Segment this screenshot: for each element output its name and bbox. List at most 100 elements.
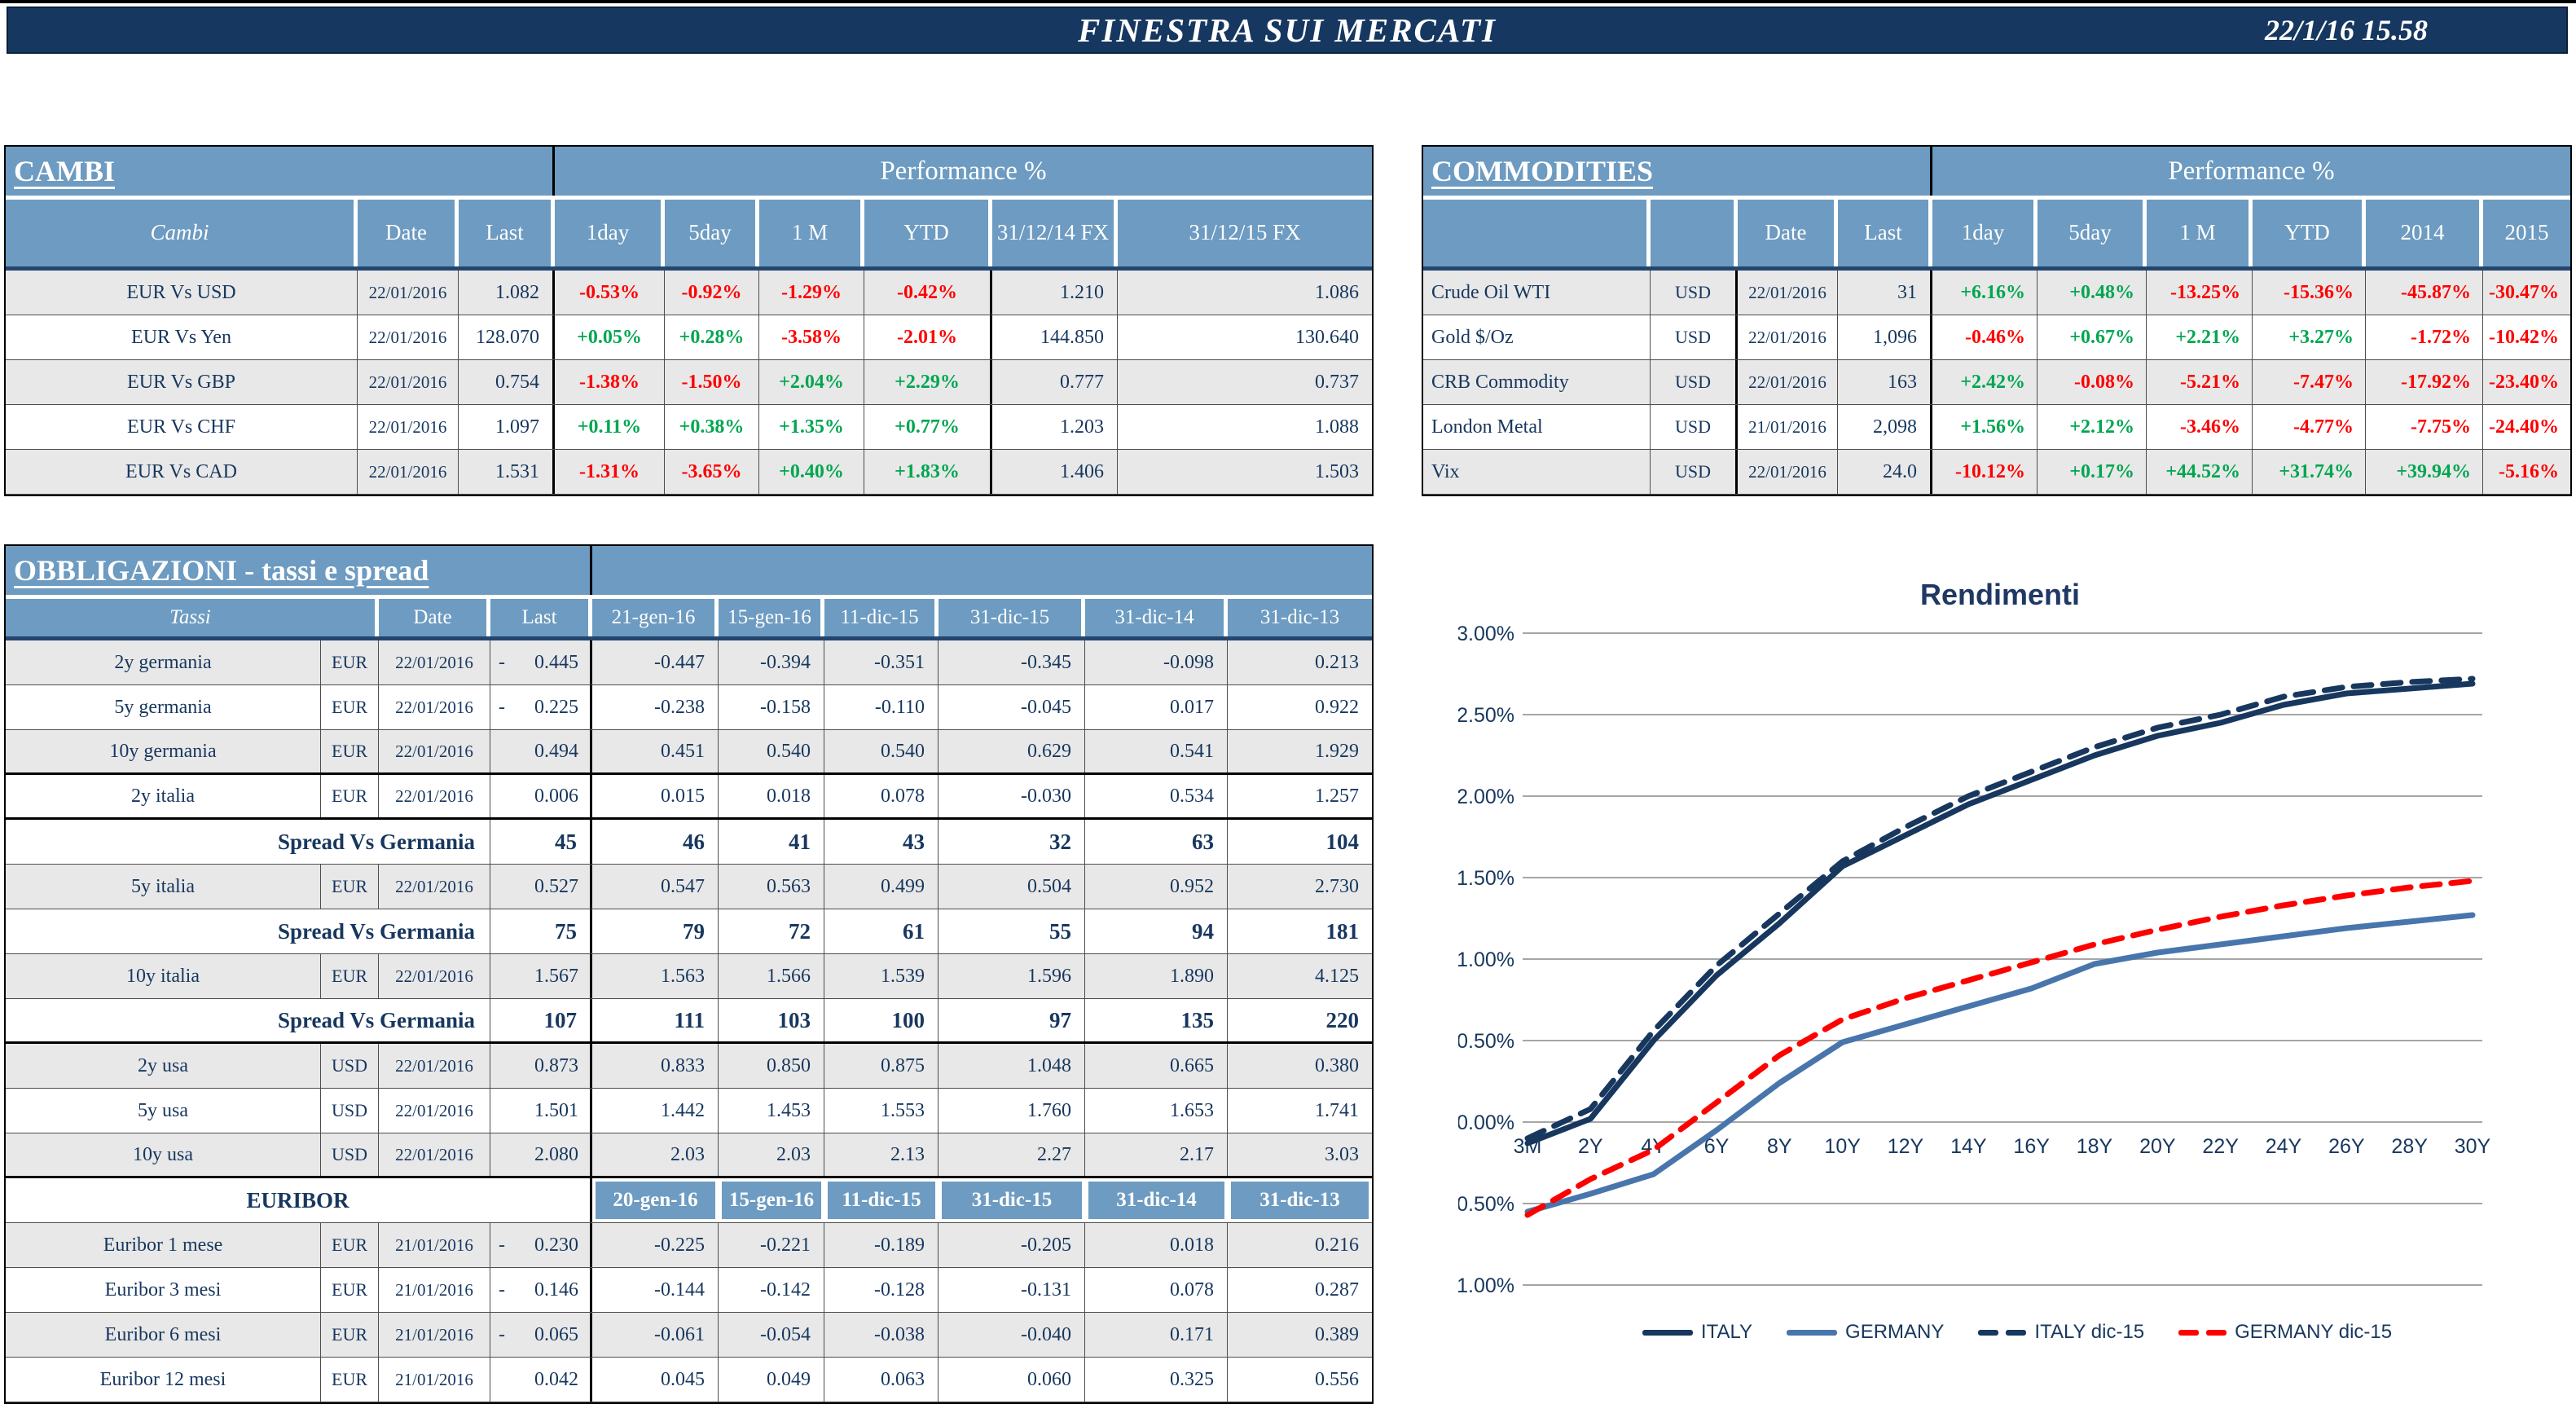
col-header-last: Last [1838, 200, 1932, 266]
table-row: EUR Vs GBP 22/01/2016 0.754 -1.38% -1.50% +2.… [6, 360, 1372, 405]
bond-date: 22/01/2016 [379, 685, 490, 729]
bond-date: 22/01/2016 [379, 640, 490, 684]
col-header-date: Date [358, 200, 459, 266]
table-row: 5y italia EUR 22/01/2016 0.527 0.547 0.563 0.4… [6, 865, 1372, 909]
bond-hist-value: 1.890 [1085, 954, 1228, 998]
bond-last-value: 0.065 [534, 1323, 578, 1345]
euribor-col-header: 31-dic-15 [939, 1178, 1085, 1222]
bond-hist-value: -0.238 [592, 685, 719, 729]
spread-hist-value: 32 [939, 820, 1085, 864]
commodity-last: 31 [1838, 271, 1932, 315]
chart-legend: ITALY GERMANY ITALY dic-15 GERMANY dic-15 [1458, 1314, 2576, 1351]
cambi-pair-name: EUR Vs CHF [6, 405, 358, 449]
cambi-perf-value: -0.53% [555, 271, 665, 315]
commodity-currency: USD [1651, 450, 1738, 494]
col-header-11-dic-15: 11-dic-15 [824, 599, 939, 636]
commodity-perf-value: +0.48% [2038, 271, 2147, 315]
cambi-perf-value: +2.29% [864, 360, 992, 404]
col-header-1m: 1 M [2147, 200, 2253, 266]
bond-hist-value: 0.556 [1228, 1358, 1372, 1402]
cambi-pair-name: EUR Vs GBP [6, 360, 358, 404]
x-axis-label: 20Y [2139, 1135, 2176, 1158]
legend-label: GERMANY dic-15 [2235, 1321, 2393, 1343]
cambi-date: 22/01/2016 [358, 315, 459, 359]
bond-name: Euribor 12 mesi [6, 1358, 321, 1402]
cambi-last: 1.531 [459, 450, 555, 494]
cambi-perf-value: -3.58% [759, 315, 864, 359]
cambi-perf-value: -0.92% [665, 271, 759, 315]
cambi-date: 22/01/2016 [358, 271, 459, 315]
bond-hist-value: 0.063 [824, 1358, 939, 1402]
bond-hist-value: 2.17 [1085, 1133, 1228, 1176]
bond-name: 5y italia [6, 865, 321, 909]
commodity-perf-value: +3.27% [2253, 315, 2366, 359]
cambi-column-headers: Cambi Date Last 1day 5day 1 M YTD 31/12/… [6, 200, 1372, 271]
y-axis-label: 2.00% [1458, 786, 1514, 808]
x-axis-label: 8Y [1767, 1135, 1792, 1158]
commodity-perf-value: -13.25% [2147, 271, 2253, 315]
obbligazioni-table: OBBLIGAZIONI - tassi e spread Tassi Date… [4, 544, 1374, 1404]
bond-currency: EUR [321, 1268, 379, 1312]
commodity-perf-value: +0.67% [2038, 315, 2147, 359]
bond-hist-value: 0.499 [824, 865, 939, 909]
cambi-rows: EUR Vs USD 22/01/2016 1.082 -0.53% -0.92% -1.… [6, 271, 1372, 495]
bond-name: 2y usa [6, 1044, 321, 1088]
cambi-fx15: 1.086 [1118, 271, 1372, 315]
table-row: EUR Vs CAD 22/01/2016 1.531 -1.31% -3.65% +0.… [6, 450, 1372, 495]
bond-hist-value: 1.760 [939, 1089, 1085, 1133]
commodity-date: 22/01/2016 [1738, 315, 1838, 359]
bond-hist-value: 2.13 [824, 1133, 939, 1176]
spread-last: 45 [490, 820, 592, 864]
bond-date: 21/01/2016 [379, 1313, 490, 1357]
spread-hist-value: 55 [939, 909, 1085, 953]
bond-hist-value: 1.453 [719, 1089, 824, 1133]
legend-line-sample [2178, 1329, 2227, 1336]
table-row: Vix USD 22/01/2016 24.0 -10.12% +0.17% +44.52%… [1423, 450, 2570, 495]
cambi-last: 1.097 [459, 405, 555, 449]
bond-hist-value: 0.078 [824, 775, 939, 817]
commodity-perf-value: -24.40% [2483, 405, 2570, 449]
commodity-perf-value: +39.94% [2366, 450, 2483, 494]
rendimenti-chart: Rendimenti 3.00% 2.50% 2.00% 1.50% 1.00% 0.50%… [1458, 578, 2491, 1297]
cambi-section-title-cell: CAMBI [6, 147, 555, 196]
cambi-date: 22/01/2016 [358, 360, 459, 404]
legend-dash-segment [1978, 1329, 1999, 1336]
bond-currency: EUR [321, 640, 379, 684]
commodity-last: 1,096 [1838, 315, 1932, 359]
col-header-ccy [1651, 200, 1738, 266]
commodity-last: 2,098 [1838, 405, 1932, 449]
bond-date: 21/01/2016 [379, 1268, 490, 1312]
y-axis-label: 3.00% [1458, 623, 1514, 645]
spread-hist-value: 100 [824, 999, 939, 1041]
bond-date: 22/01/2016 [379, 730, 490, 772]
bond-name: Euribor 3 mesi [6, 1268, 321, 1312]
bond-last-value: 1.567 [534, 965, 578, 987]
bond-last: 2.080 [490, 1133, 592, 1176]
table-row: Crude Oil WTI USD 22/01/2016 31 +6.16% +0.48%… [1423, 271, 2570, 315]
cambi-table: CAMBI Performance % Cambi Date Last 1day… [4, 145, 1374, 496]
bond-hist-value: 0.325 [1085, 1358, 1228, 1402]
bond-name: 5y usa [6, 1089, 321, 1133]
bond-hist-value: 0.547 [592, 865, 719, 909]
cambi-last: 1.082 [459, 271, 555, 315]
bond-last-value: 0.494 [534, 740, 578, 762]
cambi-date: 22/01/2016 [358, 450, 459, 494]
table-row: Gold $/Oz USD 22/01/2016 1,096 -0.46% +0.67% +… [1423, 315, 2570, 360]
bond-last: 0.494 [490, 730, 592, 772]
cambi-last: 128.070 [459, 315, 555, 359]
bond-hist-value: -0.110 [824, 685, 939, 729]
bond-hist-value: 0.045 [592, 1358, 719, 1402]
legend-label: GERMANY [1845, 1321, 1945, 1343]
bond-last: - 0.225 [490, 685, 592, 729]
bond-name: 10y italia [6, 954, 321, 998]
legend-dash-segment [2206, 1329, 2227, 1336]
cambi-perf-value: +1.35% [759, 405, 864, 449]
col-header-2015: 2015 [2483, 200, 2570, 266]
cambi-perf-value: -1.50% [665, 360, 759, 404]
commodity-perf-value: +2.21% [2147, 315, 2253, 359]
spread-hist-value: 181 [1228, 909, 1372, 953]
bond-last: 0.042 [490, 1358, 592, 1402]
spread-hist-value: 220 [1228, 999, 1372, 1041]
bond-hist-value: 0.952 [1085, 865, 1228, 909]
commodity-perf-value: +31.74% [2253, 450, 2366, 494]
